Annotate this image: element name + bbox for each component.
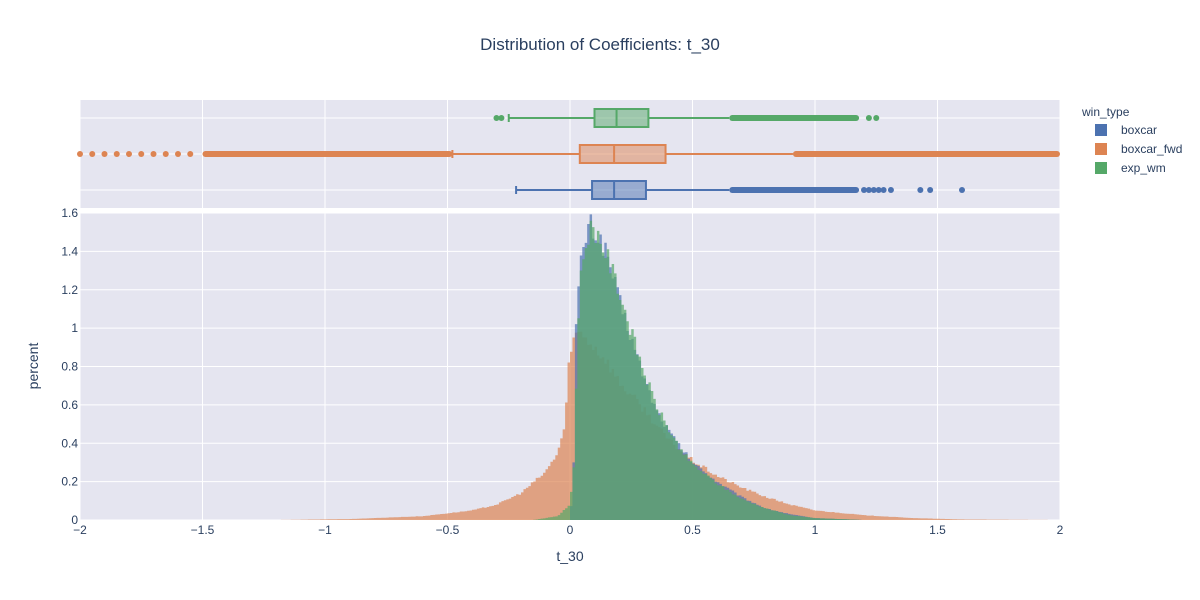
box-outlier-point [493, 115, 500, 121]
box-iqr [591, 180, 647, 200]
legend-label-boxcar-fwd: boxcar_fwd [1121, 142, 1182, 156]
y-tick-label: 0.6 [61, 398, 78, 412]
box-outlier-point [865, 187, 872, 193]
box-outlier-point [175, 151, 181, 157]
box-outlier-point [126, 151, 132, 157]
box-iqr [593, 108, 650, 128]
box-outlier-point [959, 187, 965, 193]
box-outlier-point [113, 151, 120, 157]
box-plot-exp_wm [493, 108, 880, 128]
x-tick-label: −1 [318, 523, 332, 537]
x-tick-label: 0 [567, 523, 574, 537]
x-tick-label: 1.5 [929, 523, 946, 537]
x-axis-title: t_30 [556, 548, 583, 564]
x-tick-label: −1.5 [191, 523, 215, 537]
x-tick-label: 0.5 [684, 523, 701, 537]
y-tick-label: 0.2 [61, 475, 78, 489]
box-outlier-point [498, 115, 505, 121]
histogram-exp_wm [533, 220, 864, 521]
legend-title: win_type [1081, 105, 1130, 119]
legend: win_type boxcar boxcar_fwd exp_wm [1081, 105, 1182, 175]
histogram-bars-exp_wm [533, 220, 864, 521]
box-outlier-point [138, 151, 145, 157]
box-outliers-low [202, 151, 453, 157]
legend-label-exp-wm: exp_wm [1121, 161, 1166, 175]
y-tick-label: 0.4 [61, 436, 78, 450]
legend-swatch-boxcar [1095, 124, 1107, 136]
y-tick-label: 1.6 [61, 206, 78, 220]
box-outlier-point [101, 151, 108, 157]
x-tick-label: 1 [812, 523, 819, 537]
box-outlier-point [865, 115, 872, 121]
x-tick-label: 2 [1057, 523, 1064, 537]
box-outlier-point [861, 187, 867, 193]
box-outlier-point [887, 187, 894, 193]
y-axis-ticks: 0 0.2 0.4 0.6 0.8 1 1.2 1.4 1.6 [61, 206, 78, 527]
box-outlier-point [870, 187, 877, 193]
box-outliers-high [792, 151, 1060, 157]
histograms [276, 214, 1060, 521]
x-tick-label: −2 [73, 523, 87, 537]
box-outlier-point [875, 187, 882, 193]
legend-swatch-exp-wm [1095, 162, 1107, 174]
box-outlier-point [150, 151, 157, 157]
box-plot-boxcar [515, 180, 965, 200]
legend-item-boxcar-fwd[interactable]: boxcar_fwd [1095, 142, 1182, 156]
box-outlier-point [927, 187, 934, 193]
box-outliers-high [729, 115, 860, 121]
y-tick-label: 1.2 [61, 283, 78, 297]
box-outlier-point [873, 115, 880, 121]
box-outliers-high [729, 187, 860, 193]
box-plots [77, 108, 1060, 200]
box-outlier-point [917, 187, 924, 193]
y-tick-label: 0 [71, 513, 78, 527]
box-iqr [578, 144, 667, 164]
box-plot-boxcar_fwd [77, 144, 1060, 164]
box-outlier-point [880, 187, 887, 193]
y-axis-title: percent [25, 343, 41, 390]
legend-label-boxcar: boxcar [1121, 123, 1157, 137]
y-tick-label: 1 [71, 321, 78, 335]
box-outlier-point [187, 151, 194, 157]
legend-item-exp-wm[interactable]: exp_wm [1095, 161, 1166, 175]
box-outlier-point [162, 151, 169, 157]
chart-title: Distribution of Coefficients: t_30 [480, 35, 720, 54]
x-tick-label: −0.5 [436, 523, 460, 537]
y-tick-label: 1.4 [61, 244, 78, 258]
box-outlier-point [77, 151, 83, 157]
legend-item-boxcar[interactable]: boxcar [1095, 123, 1157, 137]
legend-swatch-boxcar-fwd [1095, 143, 1107, 155]
box-outlier-point [89, 151, 96, 157]
y-tick-label: 0.8 [61, 360, 78, 374]
x-axis-ticks: −2 −1.5 −1 −0.5 0 0.5 1 1.5 2 [73, 523, 1064, 537]
